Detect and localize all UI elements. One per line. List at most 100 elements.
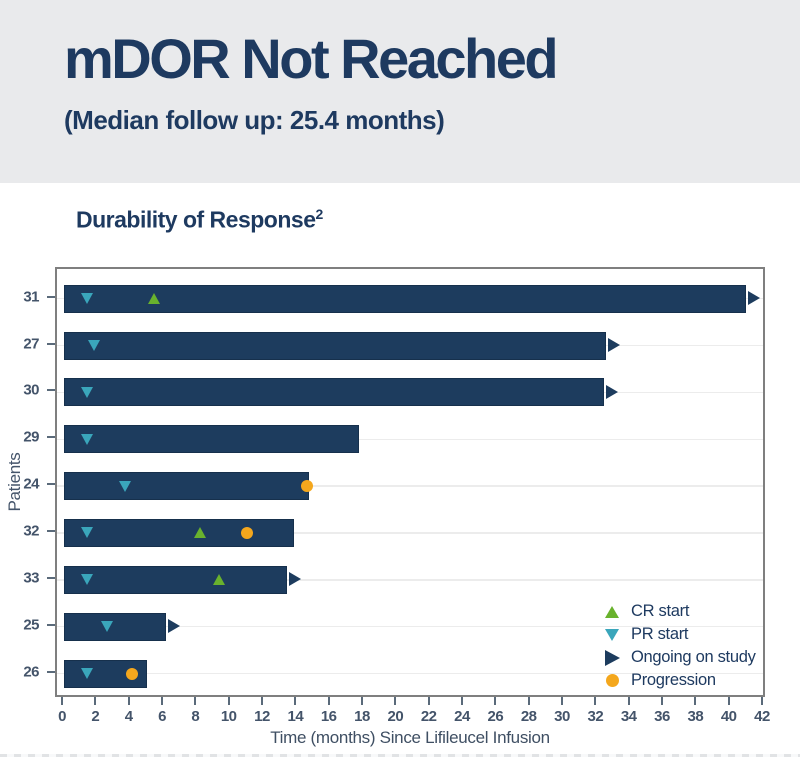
legend-item: CR start: [602, 600, 756, 623]
ongoing-arrow: [167, 619, 180, 634]
pr-start-marker: [100, 621, 113, 633]
x-tick-label: 30: [554, 708, 570, 725]
x-tick-label: 10: [220, 708, 237, 725]
triangle-down-icon: [605, 628, 619, 641]
legend-label: Progression: [631, 671, 716, 689]
progression-marker: [301, 480, 314, 493]
duration-bar: [64, 518, 294, 547]
x-tick-label: 20: [387, 708, 404, 725]
arrow-right-icon: [602, 649, 622, 666]
y-tick-mark: [47, 623, 55, 626]
duration-bar: [64, 331, 606, 360]
y-tick-label: 29: [23, 428, 39, 446]
x-tick-mark: [761, 697, 763, 705]
page-title: mDOR Not Reached: [64, 27, 559, 90]
duration-bar: [64, 565, 288, 594]
x-tick-label: 24: [454, 708, 470, 725]
pr-start-marker: [80, 433, 93, 445]
grid-line: [57, 485, 763, 487]
x-tick-label: 34: [620, 708, 637, 725]
x-tick-label: 2: [91, 708, 100, 725]
x-tick-mark: [661, 697, 663, 705]
duration-bar: [64, 378, 604, 407]
x-tick-mark: [227, 697, 230, 705]
pr-start-marker: [80, 574, 93, 586]
ongoing-arrow: [289, 572, 302, 587]
legend-label: CR start: [631, 602, 690, 620]
y-tick-label: 33: [23, 569, 39, 587]
chart-title-superscript: 2: [315, 206, 323, 222]
progression-marker: [126, 667, 139, 680]
y-tick-mark: [47, 529, 55, 532]
x-tick-mark: [261, 697, 263, 705]
grid-line: [57, 579, 763, 581]
cr-start-marker: [194, 527, 207, 539]
legend-label: Ongoing on study: [631, 648, 756, 666]
x-tick-mark: [94, 697, 97, 705]
grid-line: [57, 625, 763, 628]
ongoing-arrow: [747, 291, 760, 306]
chart-title: Durability of Response2: [76, 206, 323, 234]
y-tick-mark: [47, 295, 55, 298]
pr-start-marker: [80, 293, 93, 305]
x-tick-label: 0: [58, 708, 66, 725]
duration-bar: [64, 425, 359, 454]
y-tick-label: 24: [23, 475, 39, 493]
x-tick-mark: [427, 697, 430, 705]
x-tick-mark: [627, 697, 630, 705]
duration-bar: [64, 284, 746, 313]
pr-start-marker: [80, 386, 93, 398]
x-axis-ticks: 0 2 4 6 8 10 12 14 16 18 20 22 24 26 28 30 32 34 36 38 40 42: [55, 697, 770, 727]
triangle-up-icon: [605, 605, 619, 618]
duration-bar: [64, 612, 166, 641]
grid-line: [57, 532, 763, 534]
x-tick-label: 22: [420, 708, 437, 725]
x-tick-label: 28: [520, 708, 537, 725]
cr-start-marker: [147, 293, 160, 305]
legend-item: PR start: [602, 623, 756, 646]
x-tick-label: 14: [287, 708, 304, 725]
legend: CR start PR start Ongoing on study Progress…: [602, 600, 756, 692]
y-tick-label: 32: [23, 522, 39, 540]
x-tick-label: 38: [687, 708, 704, 725]
page-subtitle: (Median follow up: 25.4 months): [64, 104, 445, 135]
x-axis-label: Time (months) Since Lifileucel Infusion: [270, 728, 550, 747]
y-tick-label: 25: [23, 616, 39, 634]
x-tick-mark: [594, 697, 597, 705]
x-tick-mark: [727, 697, 730, 705]
y-tick-label: 27: [23, 335, 39, 353]
legend-label: PR start: [631, 625, 689, 643]
x-tick-mark: [161, 697, 163, 705]
grid-line: [57, 438, 763, 440]
y-tick-mark: [47, 389, 55, 392]
x-tick-mark: [494, 697, 497, 705]
x-tick-label: 42: [754, 708, 770, 725]
y-tick-mark: [47, 670, 55, 673]
cropped-content-edge: [0, 754, 800, 757]
x-tick-mark: [527, 697, 530, 705]
x-tick-label: 18: [354, 708, 370, 725]
ongoing-arrow: [607, 338, 620, 353]
x-tick-label: 4: [124, 708, 133, 725]
x-tick-label: 8: [191, 708, 200, 725]
arrow-right-icon: [604, 649, 620, 666]
x-tick-mark: [294, 697, 297, 705]
progression-marker: [241, 526, 254, 539]
triangle-up-icon: [602, 605, 622, 618]
x-tick-mark: [194, 697, 197, 705]
y-tick-label: 30: [23, 381, 39, 399]
x-tick-mark: [127, 697, 130, 705]
x-tick-mark: [394, 697, 397, 705]
plot-area: CR start PR start Ongoing on study Progress…: [55, 267, 765, 697]
cr-start-marker: [212, 574, 225, 586]
duration-bar: [64, 472, 309, 501]
pr-start-marker: [119, 480, 132, 492]
x-tick-label: 32: [587, 708, 604, 725]
y-axis-ticks: 31 27 30 29 24 32 33 25 26: [0, 267, 55, 697]
x-tick-label: 40: [720, 708, 737, 725]
x-tick-mark: [461, 697, 463, 705]
pr-start-marker: [87, 340, 100, 352]
y-tick-mark: [47, 483, 55, 486]
y-tick-mark: [47, 436, 55, 439]
